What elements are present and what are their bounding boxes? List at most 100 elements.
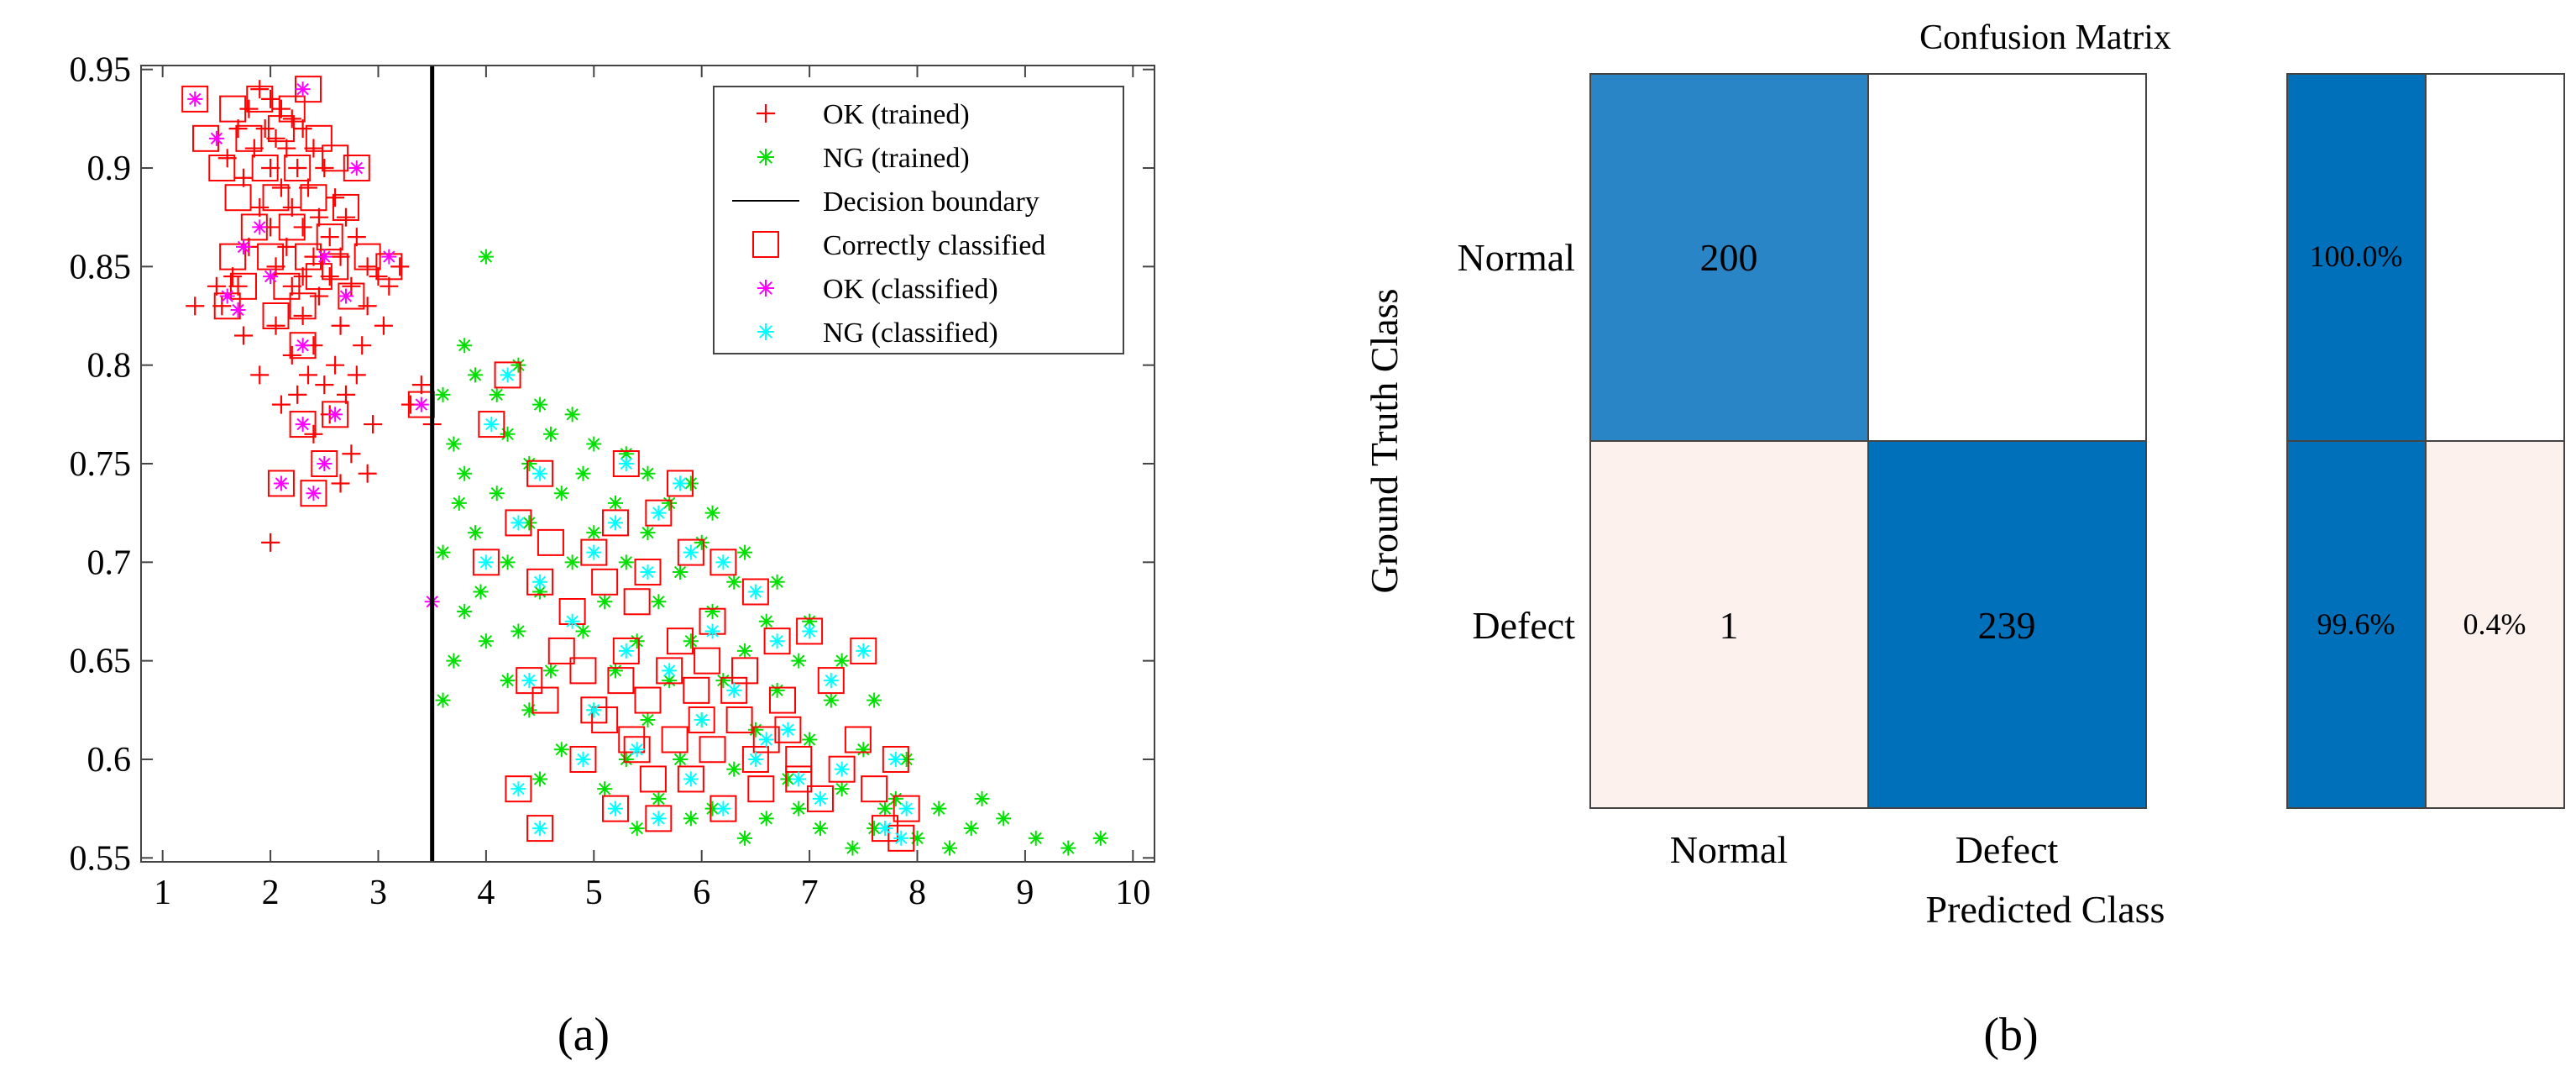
- point-ng-classified: [484, 417, 500, 433]
- point-ng-trained: [909, 830, 925, 846]
- point-correctly-classified: [516, 667, 543, 695]
- point-ng-trained: [564, 554, 580, 570]
- point-ok-trained: [217, 149, 237, 168]
- point-ng-classified: [715, 801, 731, 816]
- point-ng-trained: [812, 821, 828, 837]
- point-ng-trained: [737, 643, 753, 659]
- point-ng-trained: [651, 790, 667, 806]
- confusion-matrix-title: Confusion Matrix: [1919, 18, 2171, 57]
- point-ok-classified: [317, 249, 332, 265]
- point-correctly-classified: [300, 480, 327, 507]
- point-correctly-classified: [478, 411, 505, 438]
- point-ok-trained: [271, 395, 291, 414]
- point-ng-trained: [586, 525, 602, 541]
- point-ng-trained: [942, 840, 958, 856]
- point-ng-trained: [856, 742, 872, 758]
- point-ok-classified: [381, 249, 397, 265]
- point-ok-trained: [315, 375, 334, 395]
- point-ng-trained: [618, 554, 634, 570]
- point-correctly-classified: [278, 213, 306, 241]
- point-correctly-classified: [494, 361, 521, 389]
- point-correctly-classified: [688, 706, 715, 734]
- point-ng-classified: [812, 790, 828, 806]
- legend-symbol-square: [752, 231, 779, 258]
- point-ng-trained: [651, 594, 667, 610]
- point-ng-trained: [457, 338, 473, 354]
- legend-symbol-asterisk-cyan: [757, 323, 774, 340]
- point-correctly-classified: [580, 696, 608, 724]
- point-ok-trained: [336, 207, 355, 227]
- point-ok-trained: [233, 168, 253, 187]
- legend-label: Decision boundary: [823, 186, 1039, 218]
- point-correctly-classified: [547, 637, 575, 664]
- point-ng-classified: [532, 465, 548, 481]
- point-ng-trained: [996, 811, 1012, 827]
- point-ng-classified: [747, 584, 763, 600]
- point-ng-trained: [758, 613, 774, 629]
- legend-square-mark: [752, 231, 779, 258]
- point-ok-classified: [219, 288, 235, 304]
- legend-asterisk-mark: [757, 149, 774, 165]
- x-axis-title: Predicted Class: [1926, 888, 2165, 931]
- point-ng-classified: [521, 673, 537, 689]
- point-ng-trained: [629, 821, 645, 837]
- point-ng-trained: [802, 732, 818, 748]
- y-tick-label: 0.75: [70, 445, 132, 484]
- point-ng-classified: [887, 751, 903, 767]
- point-ok-trained: [288, 159, 307, 178]
- point-ng-trained: [542, 426, 558, 442]
- point-ng-classified: [510, 781, 526, 797]
- point-ok-classified: [252, 219, 268, 235]
- point-ok-trained: [320, 228, 339, 247]
- point-ok-trained: [304, 424, 323, 444]
- row-summary-cell-defect-incorrect: [2426, 441, 2564, 808]
- point-ng-classified: [564, 613, 580, 629]
- point-ng-trained: [478, 633, 494, 649]
- point-ng-trained: [597, 781, 613, 797]
- point-correctly-classified: [785, 765, 813, 793]
- scatter-panel: 1 2 3 4 5 6 7 8 9 10 0.55 0.6 0.65 0.7 0.75 0.8 0.85 0.9 0…: [70, 51, 1155, 1061]
- point-ng-trained: [1060, 840, 1076, 856]
- legend-symbol-asterisk-green: [757, 149, 774, 165]
- point-ng-trained: [747, 722, 763, 738]
- point-ng-trained: [867, 692, 882, 708]
- point-correctly-classified: [861, 775, 888, 803]
- point-ng-trained: [791, 801, 807, 816]
- point-ok-trained: [358, 297, 377, 316]
- point-correctly-classified: [235, 124, 263, 152]
- point-correctly-classified: [300, 184, 327, 212]
- point-ng-classified: [607, 801, 623, 816]
- point-ng-classified: [575, 751, 591, 767]
- point-ok-trained: [326, 355, 345, 375]
- point-ng-trained: [737, 830, 753, 846]
- point-ng-classified: [683, 771, 699, 787]
- point-correctly-classified: [219, 243, 247, 270]
- legend-label: NG (classified): [823, 318, 998, 349]
- point-correctly-classified: [731, 657, 759, 685]
- point-correctly-classified: [569, 657, 597, 685]
- point-correctly-classified: [667, 627, 694, 655]
- row-summary-frame: [2286, 73, 2565, 809]
- point-correctly-classified: [882, 745, 909, 773]
- point-correctly-classified: [645, 805, 673, 832]
- point-ok-trained: [299, 178, 318, 197]
- point-ng-trained: [564, 407, 580, 423]
- point-correctly-classified: [219, 95, 247, 123]
- point-ng-classified: [834, 761, 850, 777]
- point-ng-trained: [673, 564, 689, 580]
- point-correctly-classified: [806, 785, 834, 812]
- point-ng-trained: [575, 465, 591, 481]
- point-ng-classified: [769, 633, 785, 649]
- point-correctly-classified: [747, 775, 775, 803]
- y-tick-label: 0.95: [70, 51, 132, 90]
- y-axis-title: Ground Truth Class: [1363, 289, 1406, 594]
- x-tick-label: 8: [908, 874, 926, 912]
- point-ok-trained: [320, 267, 339, 286]
- legend-label: OK (classified): [823, 274, 998, 305]
- point-correctly-classified: [569, 745, 597, 773]
- point-correctly-classified: [774, 716, 802, 743]
- point-ng-trained: [640, 712, 656, 728]
- point-ng-classified: [780, 722, 796, 738]
- point-correctly-classified: [656, 657, 683, 685]
